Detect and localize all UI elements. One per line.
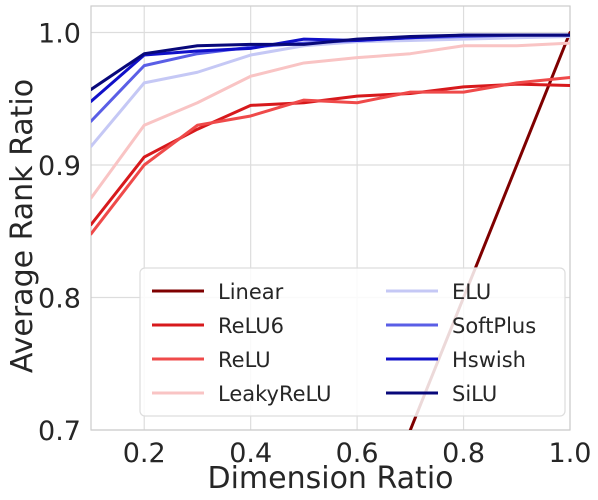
legend-box xyxy=(139,267,566,417)
legend-label: LeakyReLU xyxy=(218,382,332,406)
y-tick-label: 0.9 xyxy=(38,151,81,182)
legend-item-hswish: Hswish xyxy=(386,348,526,372)
x-tick-labels: 0.2 0.4 0.6 0.8 1.0 xyxy=(123,438,592,469)
y-axis-label: Average Rank Ratio xyxy=(5,79,40,373)
legend-item-silu: SiLU xyxy=(386,382,497,406)
legend-label: Linear xyxy=(218,280,284,304)
series-line-relu6 xyxy=(91,82,570,227)
legend-label: Hswish xyxy=(452,348,526,372)
y-tick-label: 0.8 xyxy=(38,284,81,315)
series-line-elu xyxy=(91,34,570,148)
x-tick-label: 1.0 xyxy=(549,438,592,469)
legend-item-relu: ReLU xyxy=(152,348,271,372)
legend-item-linear: Linear xyxy=(152,280,284,304)
series-line-leakyrelu xyxy=(91,41,570,200)
series-layer xyxy=(91,31,570,430)
legend-label: SiLU xyxy=(452,382,497,406)
x-tick-label: 0.2 xyxy=(123,438,166,469)
y-tick-labels: 0.7 0.8 0.9 1.0 xyxy=(38,19,81,448)
y-tick-label: 1.0 xyxy=(38,19,81,50)
legend-label: SoftPlus xyxy=(452,314,536,338)
series-line-relu xyxy=(91,76,570,236)
legend-item-leakyrelu: LeakyReLU xyxy=(152,382,332,406)
legend: Linear ReLU6 ReLU LeakyReLU ELU SoftPlus Hswis… xyxy=(139,267,566,417)
legend-item-elu: ELU xyxy=(386,280,491,304)
plot-frame xyxy=(90,5,571,431)
x-axis-label: Dimension Ratio xyxy=(207,461,453,496)
legend-item-softplus: SoftPlus xyxy=(386,314,536,338)
legend-label: ELU xyxy=(452,280,491,304)
legend-label: ReLU xyxy=(218,348,271,372)
y-tick-label: 0.7 xyxy=(38,416,81,447)
legend-item-relu6: ReLU6 xyxy=(152,314,284,338)
legend-label: ReLU6 xyxy=(218,314,284,338)
series-line-silu xyxy=(91,33,570,91)
x-tick-label: 0.6 xyxy=(336,438,379,469)
x-tick-label: 0.4 xyxy=(229,438,272,469)
x-tick-label: 0.8 xyxy=(442,438,485,469)
